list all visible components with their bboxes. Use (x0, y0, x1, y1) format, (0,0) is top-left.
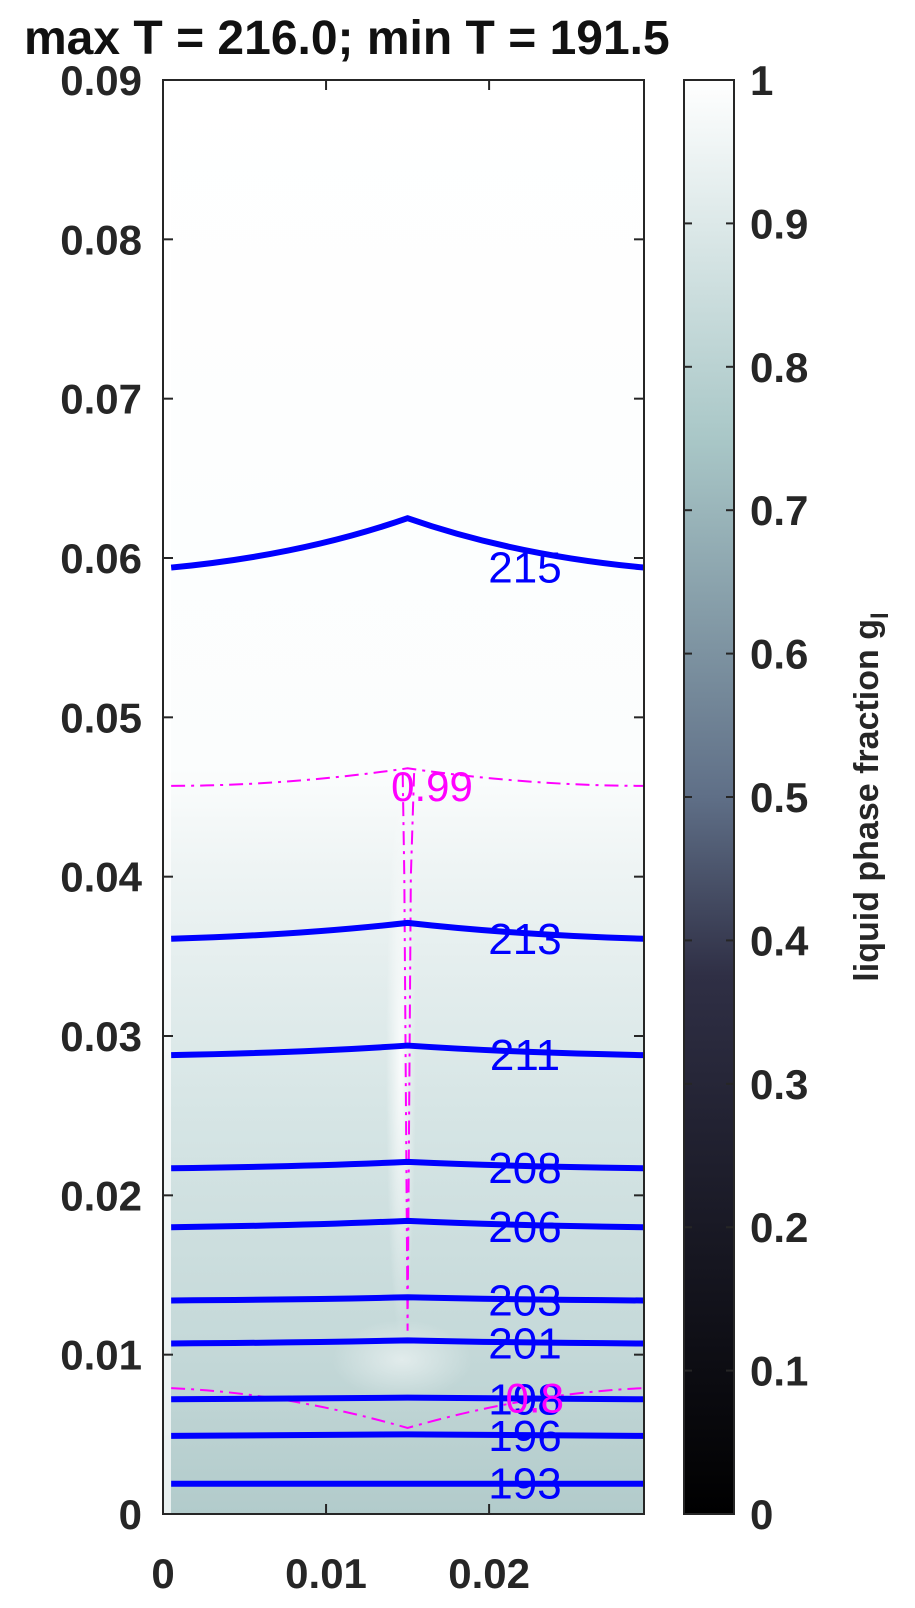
x-axis: 0 0.01 0.02 (151, 80, 530, 1597)
x-tick-label: 0.02 (448, 1550, 530, 1597)
colorbar-label-subscript: l (867, 612, 894, 619)
temperature-contour-label: 196 (488, 1412, 561, 1461)
fraction-contour-label: 0.99 (391, 763, 473, 810)
temperature-contour-196 (171, 1431, 644, 1439)
colorbar-tick-label: 0.2 (750, 1204, 808, 1251)
fraction-contour-labels: 0.99 0.8 (391, 763, 564, 1422)
colorbar-label-main: liquid phase fraction g (848, 619, 886, 982)
fraction-contour-label: 0.8 (506, 1375, 564, 1422)
temperature-contours (170, 515, 644, 1487)
temperature-contour-label: 211 (490, 1031, 560, 1080)
temperature-contour-label: 203 (488, 1276, 561, 1325)
temperature-contour-206 (171, 1217, 644, 1231)
plot-frame (162, 79, 645, 1515)
temperature-contour-label: 193 (488, 1460, 561, 1509)
x-tick-label: 0 (151, 1550, 174, 1597)
y-tick-label: 0.09 (60, 57, 142, 104)
y-axis: 0 0.01 0.02 0.03 0.04 0.05 0.06 0.07 0.08 0.09 (60, 57, 644, 1538)
y-tick-label: 0.07 (60, 376, 142, 423)
x-tick-label: 0.01 (285, 1550, 367, 1597)
temperature-contour-215 (170, 515, 644, 571)
y-tick-label: 0.02 (60, 1172, 142, 1219)
temperature-contour-211 (171, 1042, 644, 1059)
temperature-contour-label: 206 (488, 1203, 561, 1252)
fraction-contour-0-8 (171, 1387, 644, 1430)
colorbar-tick-label: 0.9 (750, 200, 808, 247)
colorbar-tick-label: 0.7 (750, 487, 808, 534)
temperature-contour-label: 208 (488, 1144, 561, 1193)
field-edge-band (163, 80, 171, 1514)
y-tick-label: 0.04 (60, 854, 142, 901)
temperature-contour-213 (171, 919, 644, 942)
colorbar-tick-label: 0.6 (750, 631, 808, 678)
temperature-contour-label: 198 (488, 1375, 561, 1424)
colorbar-tick-label: 0 (750, 1491, 773, 1538)
fraction-contours (171, 767, 644, 1430)
y-tick-label: 0.01 (60, 1332, 142, 1379)
fraction-contour-0-99 (171, 767, 644, 787)
temperature-contour-201 (171, 1337, 644, 1347)
y-tick-label: 0.06 (60, 535, 142, 582)
fraction-contour-0-99-stem (401, 773, 416, 1331)
y-tick-label: 0.05 (60, 694, 142, 741)
y-tick-label: 0 (119, 1491, 142, 1538)
colorbar-axis: 0 0.1 0.2 0.3 0.4 0.5 0.6 0.7 0.8 0.9 1 (684, 57, 809, 1538)
temperature-contour-label: 201 (488, 1320, 561, 1369)
chart-title: max T = 216.0; min T = 191.5 (24, 12, 670, 65)
colorbar-tick-label: 0.4 (750, 917, 809, 964)
temperature-contour-198 (171, 1394, 644, 1403)
colorbar-tick-label: 0.8 (750, 344, 808, 391)
colorbar-tick-label: 1 (750, 57, 773, 104)
bottom-glow (332, 1320, 472, 1400)
colorbar-tick-label: 0.5 (750, 774, 808, 821)
colorbar-label: liquid phase fraction gl (848, 612, 894, 981)
temperature-contour-208 (171, 1158, 644, 1172)
temperature-contour-label: 215 (488, 544, 561, 593)
y-tick-label: 0.08 (60, 216, 142, 263)
colorbar-tick-label: 0.1 (750, 1348, 808, 1395)
y-tick-label: 0.03 (60, 1013, 142, 1060)
colorbar-tick-label: 0.3 (750, 1061, 808, 1108)
temperature-contour-203 (171, 1294, 644, 1304)
temperature-contour-label: 213 (488, 915, 561, 964)
